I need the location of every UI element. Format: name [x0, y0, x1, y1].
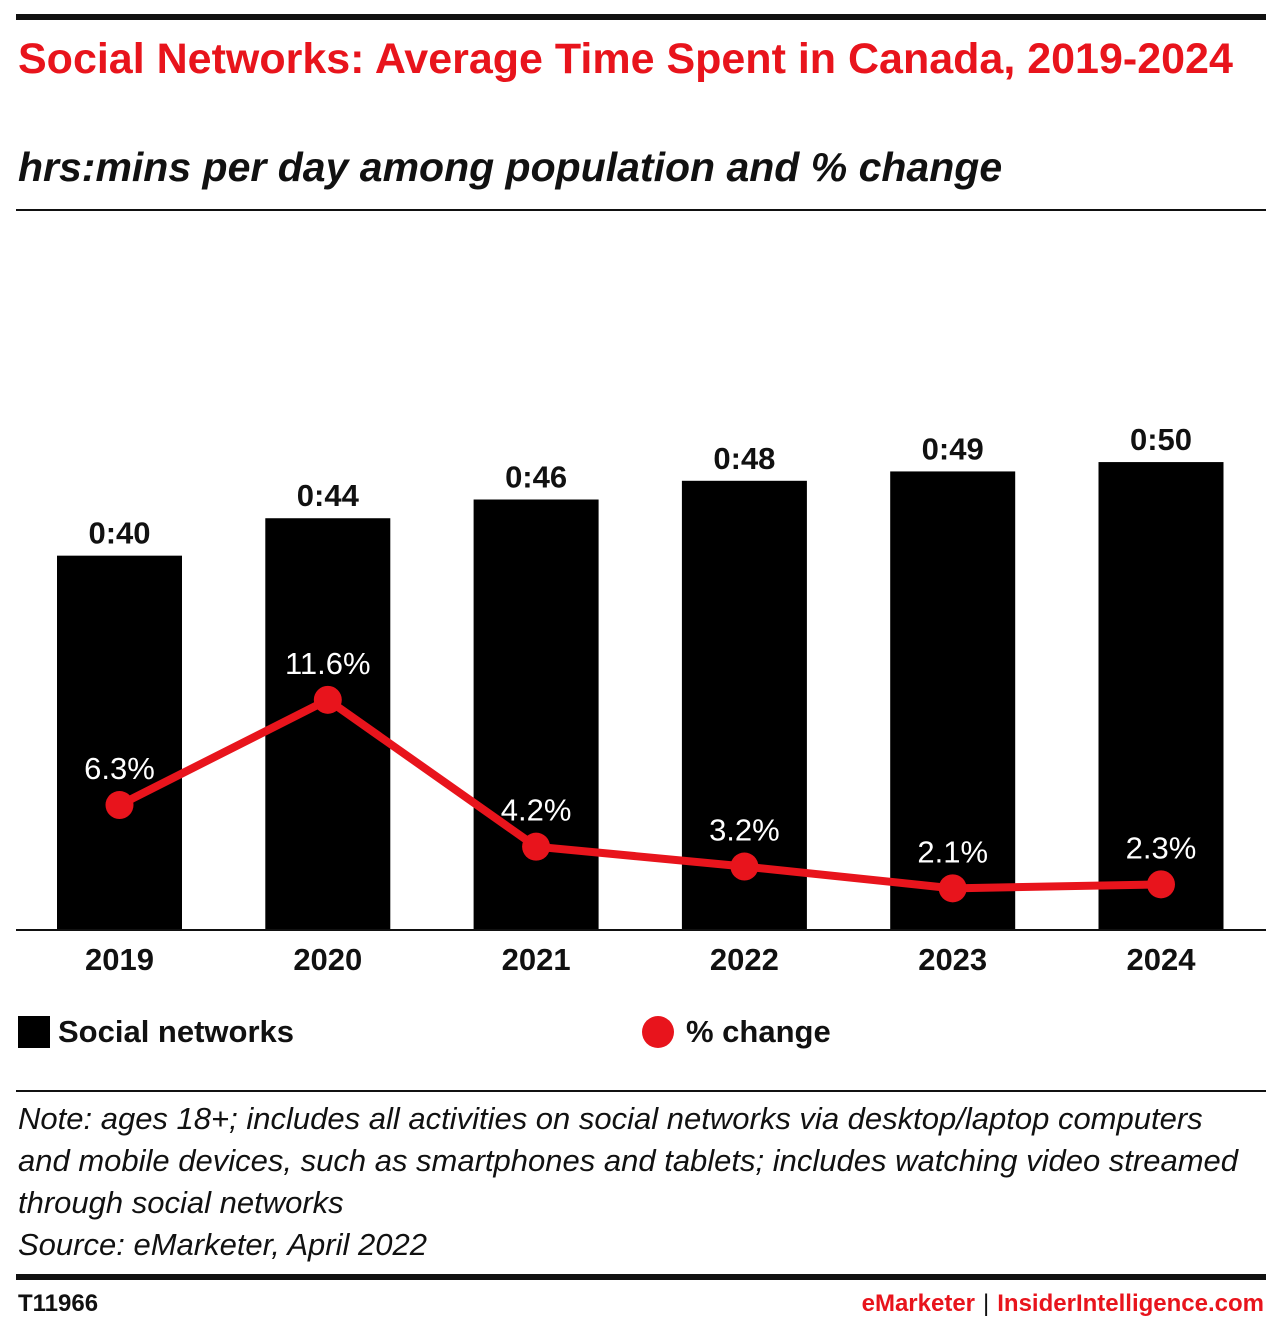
- bar-value-label-2021: 0:46: [505, 460, 567, 495]
- notes-block: Note: ages 18+; includes all activities …: [18, 1098, 1258, 1266]
- chart-subtitle: hrs:mins per day among population and % …: [18, 144, 1003, 190]
- legend-line-swatch: [642, 1016, 674, 1048]
- brand-separator: |: [983, 1290, 990, 1317]
- pct-label-2024: 2.3%: [1126, 830, 1197, 865]
- legend-bar-label: Social networks: [58, 1014, 295, 1049]
- bar-2024: [1098, 462, 1224, 930]
- pct-label-2021: 4.2%: [501, 793, 572, 828]
- pct-label-2023: 2.1%: [917, 834, 988, 869]
- pct-label-2019: 6.3%: [84, 751, 155, 786]
- header-divider: [16, 209, 1266, 211]
- x-tick-label-2024: 2024: [1127, 942, 1197, 977]
- notes-divider: [16, 1090, 1266, 1092]
- bar-2023: [890, 471, 1016, 930]
- chart-id: T11966: [18, 1290, 99, 1317]
- pct-point-2024: [1147, 870, 1175, 899]
- brand-emarketer: eMarketer: [861, 1290, 976, 1317]
- bar-value-label-2023: 0:49: [922, 431, 984, 466]
- legend-line-label: % change: [686, 1014, 831, 1049]
- x-tick-label-2020: 2020: [293, 942, 362, 977]
- bar-2021: [473, 499, 599, 930]
- chart-title: Social Networks: Average Time Spent in C…: [18, 35, 1233, 83]
- legend-bar-swatch: [18, 1016, 50, 1048]
- top-rule: [16, 14, 1266, 20]
- pct-change-line: [117, 695, 1162, 893]
- pct-label-2020: 11.6%: [285, 646, 371, 681]
- bar-2019: [57, 555, 182, 930]
- legend-bar: Social networks: [18, 1010, 294, 1054]
- pct-point-2019: [105, 791, 134, 820]
- pct-point-2020: [313, 685, 342, 714]
- x-tick-label-2022: 2022: [710, 942, 779, 977]
- brand-insiderintelligence: InsiderIntelligence.com: [997, 1290, 1264, 1317]
- source-text: Source: eMarketer, April 2022: [18, 1227, 427, 1262]
- bar-value-label-2024: 0:50: [1130, 422, 1192, 457]
- pct-label-2022: 3.2%: [709, 813, 780, 848]
- chart-area: 0:40 2019 0:44 2020 0:46 2021 0:48 2022 0:49 2023…: [16, 422, 1266, 977]
- pct-point-2021: [522, 832, 551, 861]
- bar-value-label-2020: 0:44: [297, 478, 360, 513]
- pct-point-2023: [938, 874, 967, 903]
- footer-rule: [16, 1274, 1266, 1280]
- bar-value-label-2022: 0:48: [713, 441, 775, 476]
- footer-brand: eMarketer | InsiderIntelligence.com: [862, 1290, 1264, 1318]
- pct-point-2022: [730, 852, 759, 881]
- bar-value-label-2019: 0:40: [88, 516, 150, 551]
- x-tick-label-2021: 2021: [502, 942, 571, 977]
- note-text: Note: ages 18+; includes all activities …: [18, 1101, 1239, 1220]
- x-tick-label-2023: 2023: [918, 942, 987, 977]
- x-tick-label-2019: 2019: [85, 942, 154, 977]
- legend-line: % change: [642, 1010, 831, 1054]
